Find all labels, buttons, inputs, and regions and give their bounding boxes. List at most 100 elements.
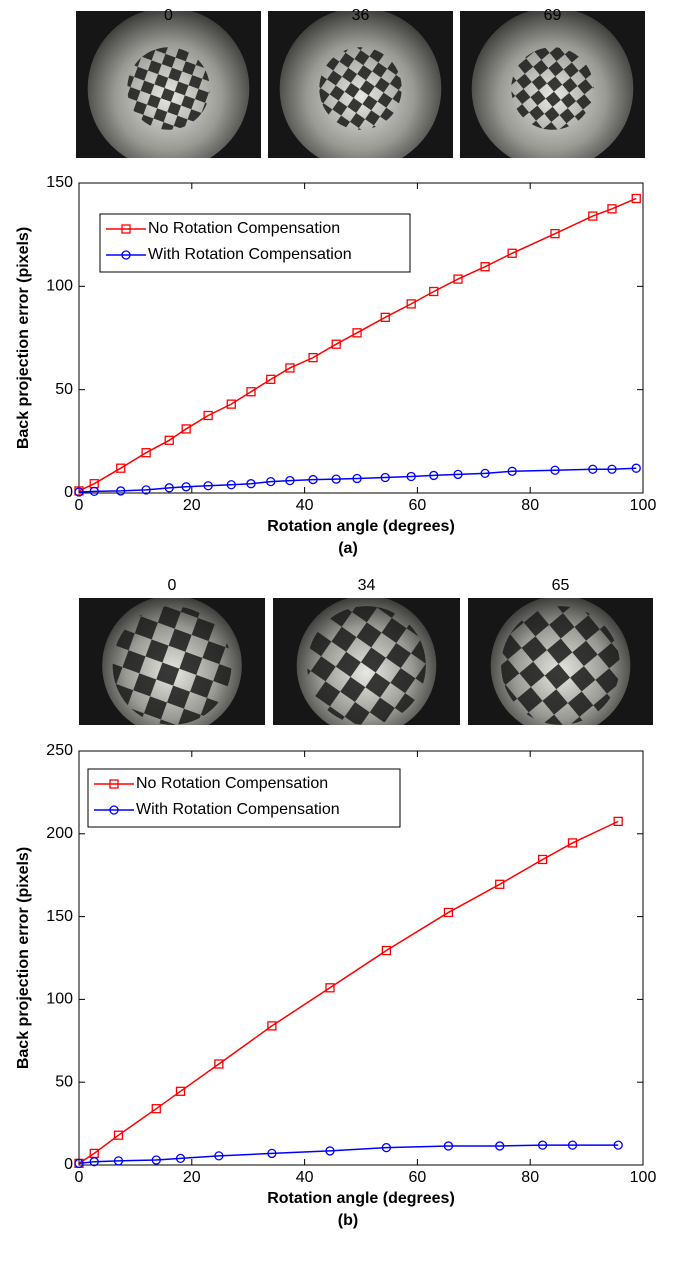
image-label: 0	[168, 577, 177, 594]
plot-frame	[78, 182, 644, 494]
data-point	[429, 470, 439, 481]
data-point	[246, 387, 256, 397]
data-point	[495, 1141, 505, 1151]
data-point	[381, 945, 392, 956]
data-point	[406, 471, 416, 482]
data-point	[246, 479, 256, 489]
data-point	[443, 907, 454, 918]
data-point	[214, 1151, 224, 1161]
y-tick-label: 0	[64, 1156, 73, 1173]
data-point	[181, 482, 191, 492]
caption: (a)	[338, 540, 358, 557]
data-point	[325, 1146, 335, 1156]
legend-box	[87, 768, 401, 828]
x-tick-label: 40	[296, 1169, 314, 1186]
data-point	[352, 328, 362, 338]
data-point	[613, 1140, 623, 1150]
data-point	[331, 474, 341, 484]
data-point	[266, 374, 276, 384]
data-point	[151, 1155, 161, 1165]
x-tick-label: 0	[75, 1169, 84, 1186]
data-point	[567, 838, 578, 848]
x-tick-label: 100	[630, 1169, 657, 1186]
data-point	[380, 312, 390, 322]
data-point	[380, 472, 390, 483]
x-tick-label: 80	[521, 497, 539, 514]
image-label: 65	[552, 577, 570, 594]
y-tick-label: 100	[46, 278, 73, 295]
data-point	[266, 476, 276, 487]
photo-content	[283, 598, 450, 725]
data-point	[429, 286, 439, 297]
data-point	[181, 424, 191, 434]
data-point	[113, 1156, 124, 1166]
data-point	[325, 983, 335, 993]
data-point	[480, 262, 490, 272]
image-label: 36	[352, 7, 370, 24]
y-tick-label: 50	[55, 381, 73, 398]
data-point	[164, 483, 174, 493]
data-point	[443, 1141, 454, 1151]
x-axis-label: Rotation angle (degrees)	[267, 518, 455, 535]
legend-marker	[121, 224, 131, 234]
legend-label: No Rotation Compensation	[136, 775, 328, 792]
data-point	[116, 463, 126, 473]
data-point	[480, 468, 490, 479]
data-point	[537, 854, 548, 865]
data-point	[203, 481, 213, 491]
legend-marker	[121, 250, 131, 260]
data-point	[495, 879, 505, 889]
image-label: 0	[164, 7, 173, 24]
data-point	[550, 228, 560, 239]
data-point	[308, 474, 318, 485]
data-point	[267, 1148, 277, 1159]
data-point	[141, 485, 151, 495]
data-point	[308, 352, 318, 363]
data-point	[631, 193, 641, 204]
data-point	[588, 464, 598, 474]
data-point	[141, 448, 151, 458]
legend-label: With Rotation Compensation	[136, 801, 340, 818]
checkerboard-photo	[76, 11, 261, 158]
data-point	[607, 204, 617, 214]
x-tick-label: 40	[296, 497, 314, 514]
y-axis-label: Back projection error (pixels)	[15, 227, 32, 449]
x-tick-label: 80	[521, 1169, 539, 1186]
legend-marker	[109, 779, 119, 789]
series-line	[78, 820, 619, 1164]
data-point	[537, 1140, 548, 1150]
image-label: 69	[544, 7, 562, 24]
data-point	[285, 363, 295, 373]
photo-content	[87, 11, 250, 158]
y-axis-label: Back projection error (pixels)	[15, 847, 32, 1069]
y-tick-label: 200	[46, 825, 73, 842]
photo-content	[476, 598, 645, 725]
data-point	[331, 339, 341, 349]
data-point	[406, 299, 416, 309]
y-tick-label: 250	[46, 742, 73, 759]
data-point	[631, 463, 641, 473]
checkerboard-photo	[468, 598, 653, 725]
x-tick-label: 20	[183, 1169, 201, 1186]
data-point	[74, 487, 84, 497]
data-point	[507, 248, 517, 258]
x-tick-label: 100	[630, 497, 657, 514]
image-label: 34	[358, 577, 376, 594]
data-point	[203, 410, 213, 421]
data-point	[226, 399, 236, 409]
data-point	[588, 211, 598, 221]
photo-content	[95, 598, 249, 725]
series-line	[78, 467, 637, 493]
x-tick-label: 20	[183, 497, 201, 514]
y-tick-label: 150	[46, 908, 73, 925]
data-point	[175, 1153, 186, 1164]
y-tick-label: 100	[46, 991, 73, 1008]
y-tick-label: 0	[64, 484, 73, 501]
legend-label: No Rotation Compensation	[148, 220, 340, 237]
photo-content	[279, 11, 442, 158]
checkerboard-photo	[79, 598, 265, 725]
photo-content	[471, 11, 634, 158]
checkerboard-photo	[268, 11, 453, 158]
y-tick-label: 150	[46, 174, 73, 191]
